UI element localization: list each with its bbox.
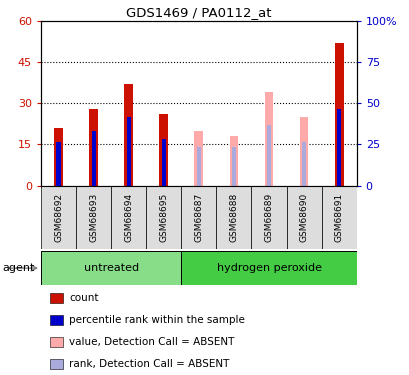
Text: percentile rank within the sample: percentile rank within the sample xyxy=(69,315,245,325)
Text: value, Detection Call = ABSENT: value, Detection Call = ABSENT xyxy=(69,337,234,347)
Bar xyxy=(264,92,273,186)
Bar xyxy=(54,128,63,186)
Text: GSM68694: GSM68694 xyxy=(124,193,133,242)
Bar xyxy=(146,186,181,249)
Title: GDS1469 / PA0112_at: GDS1469 / PA0112_at xyxy=(126,6,271,20)
Bar xyxy=(89,109,98,186)
Text: hydrogen peroxide: hydrogen peroxide xyxy=(216,263,321,273)
Bar xyxy=(111,186,146,249)
Text: agent: agent xyxy=(2,263,34,273)
Bar xyxy=(50,337,63,347)
Bar xyxy=(91,130,95,186)
Bar xyxy=(334,43,343,186)
Text: GSM68687: GSM68687 xyxy=(194,193,203,242)
Text: untreated: untreated xyxy=(83,263,138,273)
Bar xyxy=(216,186,251,249)
Bar xyxy=(50,292,63,303)
Text: rank, Detection Call = ABSENT: rank, Detection Call = ABSENT xyxy=(69,359,229,369)
Bar xyxy=(41,251,181,285)
Bar xyxy=(76,186,111,249)
Bar xyxy=(126,117,130,186)
Bar xyxy=(50,359,63,369)
Bar xyxy=(124,84,133,186)
Bar xyxy=(56,142,61,186)
Bar xyxy=(159,114,168,186)
Bar xyxy=(161,139,166,186)
Bar xyxy=(301,142,306,186)
Bar xyxy=(299,117,308,186)
Text: GSM68695: GSM68695 xyxy=(159,193,168,242)
Bar xyxy=(251,186,286,249)
Bar xyxy=(321,186,356,249)
Text: GSM68688: GSM68688 xyxy=(229,193,238,242)
Bar xyxy=(41,186,76,249)
Bar xyxy=(196,147,200,186)
Text: GSM68689: GSM68689 xyxy=(264,193,273,242)
Text: GSM68691: GSM68691 xyxy=(334,193,343,242)
Bar xyxy=(286,186,321,249)
Text: GSM68690: GSM68690 xyxy=(299,193,308,242)
Bar xyxy=(181,251,356,285)
Text: GSM68693: GSM68693 xyxy=(89,193,98,242)
Bar xyxy=(194,130,203,186)
Bar xyxy=(229,136,238,186)
Text: GSM68692: GSM68692 xyxy=(54,193,63,242)
Text: count: count xyxy=(69,293,99,303)
Bar xyxy=(181,186,216,249)
Bar xyxy=(231,147,236,186)
Bar xyxy=(336,109,340,186)
Bar xyxy=(50,315,63,325)
Bar xyxy=(266,125,270,186)
